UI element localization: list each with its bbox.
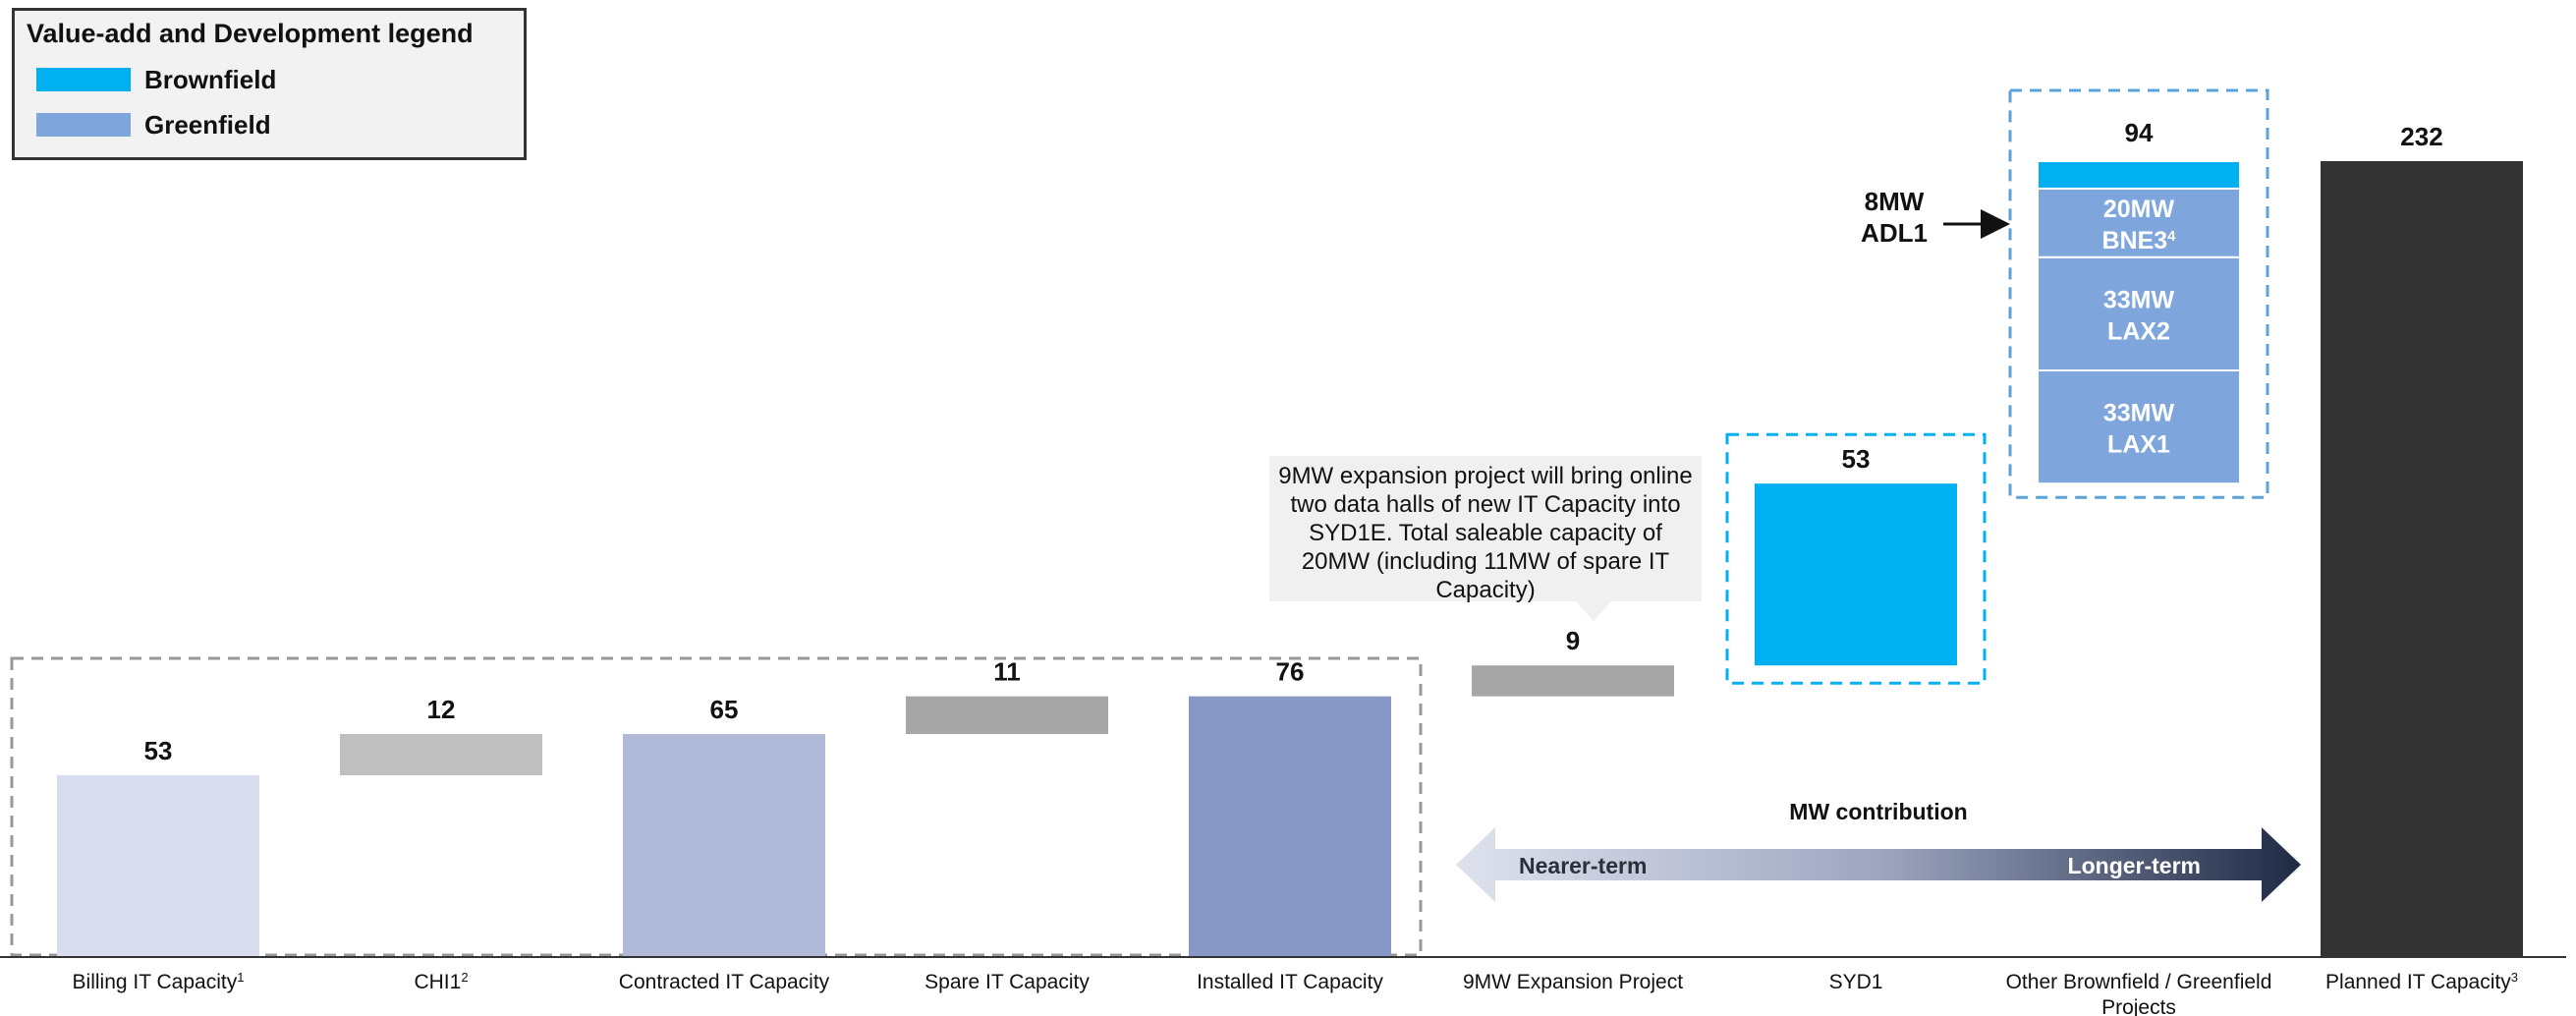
segment-0 — [2037, 368, 2241, 485]
category-label: Other Brownfield / Greenfield — [2006, 971, 2272, 993]
syd1-frame — [1725, 432, 1987, 685]
category-label: CHI12 — [414, 970, 468, 994]
category-footnote: 1 — [237, 970, 244, 985]
bar-1 — [340, 734, 542, 775]
category-label: Contracted IT Capacity — [619, 971, 830, 993]
adl1-mw-label: 8MW — [1865, 187, 1925, 216]
segment-1 — [2037, 255, 2241, 371]
segment-label-site: LAX2 — [2107, 317, 2170, 345]
legend-swatch-brownfield — [36, 68, 131, 91]
segment-footnote: 4 — [2167, 227, 2176, 244]
data-label: 232 — [2400, 122, 2442, 151]
data-label: 65 — [710, 695, 739, 724]
category-footnote: 2 — [461, 970, 468, 985]
data-label: 53 — [1842, 444, 1871, 474]
bar-0 — [57, 774, 259, 957]
expansion-callout: 9MW expansion project will bring online … — [1269, 456, 1702, 603]
other-projects-frame — [2008, 88, 2269, 499]
adl1-annotation: 8MW ADL1 — [1861, 187, 2010, 248]
category-label: Installed IT Capacity — [1197, 971, 1383, 993]
segment-label-mw: 33MW — [2103, 286, 2175, 313]
data-label: 94 — [2125, 118, 2154, 147]
existing-capacity-frame — [10, 656, 1423, 957]
category-label: 9MW Expansion Project — [1463, 971, 1683, 993]
segment-label-mw: 20MW — [2103, 196, 2175, 223]
category-label: Spare IT Capacity — [924, 971, 1090, 993]
category-label: Planned IT Capacity3 — [2325, 970, 2518, 994]
legend-title: Value-add and Development legend — [27, 19, 474, 48]
expansion-callout-tail — [1576, 601, 1611, 621]
bar-5 — [1472, 665, 1674, 697]
data-label: 12 — [427, 695, 456, 724]
segment-label-mw: 33MW — [2103, 400, 2175, 427]
data-label: 11 — [993, 657, 1021, 687]
longer-term-label: Longer-term — [2068, 853, 2201, 878]
legend-swatch-greenfield — [36, 113, 131, 137]
data-label: 53 — [144, 736, 173, 765]
term-arrow-shape — [1456, 827, 2301, 902]
category-footnote: 3 — [2511, 970, 2518, 985]
nearer-term-label: Nearer-term — [1519, 853, 1647, 878]
adl1-site-label: ADL1 — [1861, 218, 1928, 248]
bar-3 — [906, 696, 1108, 735]
bar-8 — [2321, 161, 2523, 957]
term-arrow: MW contribution Nearer-term Longer-term — [1456, 799, 2301, 902]
bar-4 — [1189, 696, 1391, 957]
legend-label-greenfield: Greenfield — [144, 110, 271, 140]
term-arrow-title: MW contribution — [1789, 799, 1967, 824]
segment-3 — [2037, 160, 2241, 190]
category-label: Billing IT Capacity1 — [73, 970, 245, 994]
segment-2 — [2037, 187, 2241, 258]
category-label: SYD1 — [1829, 971, 1883, 993]
segment-label-site: BNE34 — [2101, 227, 2176, 254]
data-label: 76 — [1276, 657, 1305, 687]
bar-6 — [1755, 483, 1957, 666]
legend: Value-add and Development legend Brownfi… — [12, 8, 527, 160]
data-label: 9 — [1566, 626, 1580, 655]
legend-label-brownfield: Brownfield — [144, 65, 277, 94]
bar-2 — [623, 734, 825, 957]
segment-label-site: LAX1 — [2107, 431, 2170, 459]
category-label: Projects — [2101, 996, 2176, 1016]
